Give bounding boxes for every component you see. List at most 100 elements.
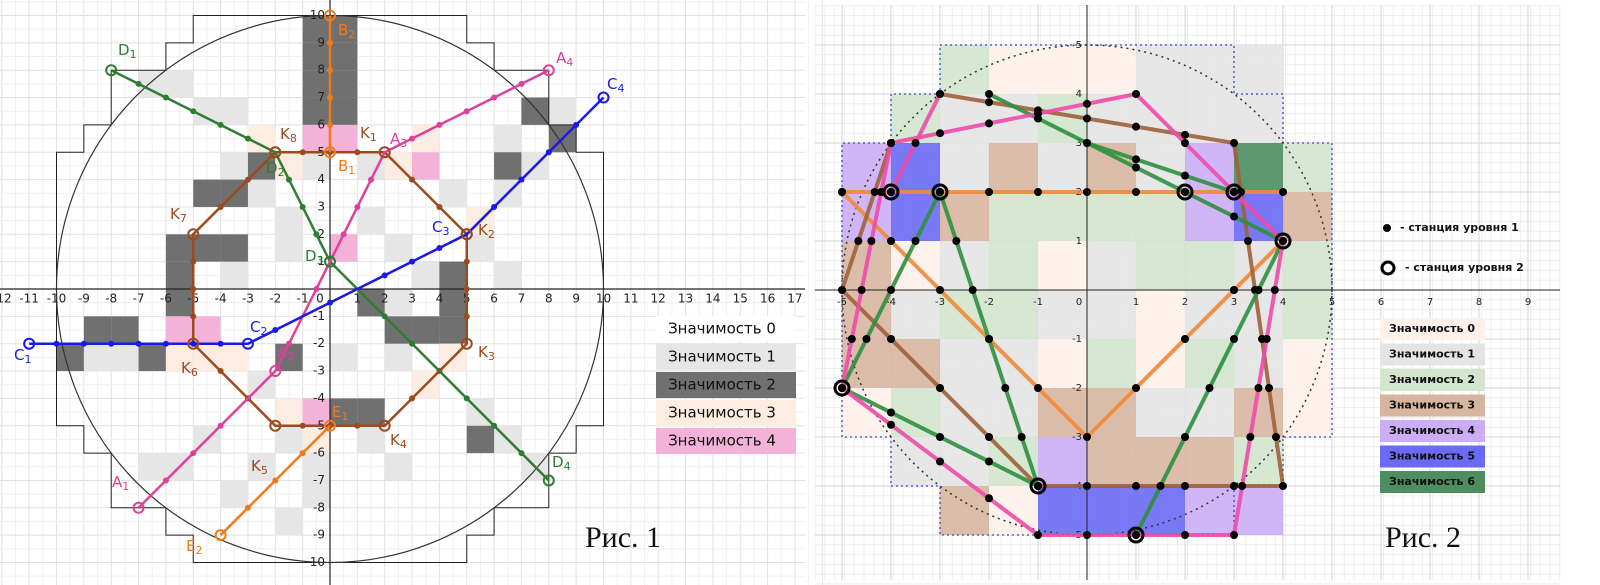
station (241, 337, 254, 350)
cell (330, 124, 358, 153)
cell (412, 152, 440, 180)
point-label: K2 (478, 221, 495, 242)
cell (193, 316, 221, 344)
cell (193, 97, 221, 125)
boundary (56, 15, 604, 563)
y-tick-label: 4 (1076, 89, 1082, 100)
route-dot (313, 231, 320, 238)
station-1 (1181, 335, 1189, 343)
legend-label: Значимость 2 (1389, 373, 1475, 386)
route-dot (285, 340, 292, 347)
y-tick-label: 2 (317, 227, 325, 241)
cell (1185, 45, 1234, 94)
cell (494, 261, 522, 289)
station-1 (1181, 188, 1189, 196)
station-1 (936, 384, 944, 392)
cell (302, 15, 330, 43)
point-sub: 2 (348, 28, 355, 41)
route-dot (244, 176, 251, 183)
station-1 (862, 335, 871, 343)
station-1 (1034, 188, 1042, 196)
point-sub: 2 (287, 350, 294, 363)
cell (111, 343, 139, 372)
cell (1038, 143, 1087, 192)
cell (1087, 339, 1136, 388)
route-dot (463, 395, 470, 402)
y-tick-label: 5 (1076, 40, 1082, 51)
station-1 (952, 237, 961, 245)
legend-swatch (656, 372, 796, 398)
cell (220, 234, 248, 262)
cell (83, 316, 112, 344)
station-1 (1132, 122, 1140, 131)
station-1 (985, 335, 993, 343)
station-1 (911, 139, 920, 147)
cell (384, 453, 413, 481)
cell (891, 143, 940, 192)
station (187, 228, 200, 241)
cell (1185, 437, 1234, 486)
route-dot (463, 313, 470, 320)
cell (1038, 339, 1087, 388)
cell (439, 261, 467, 289)
x-tick-label: -4 (886, 297, 896, 308)
station-1 (870, 188, 879, 196)
station-1 (1132, 482, 1140, 490)
x-tick-label: 9 (572, 292, 580, 306)
point-sub: 2 (278, 166, 285, 179)
cell (56, 343, 84, 372)
station-1 (936, 129, 944, 138)
station-1 (1132, 163, 1140, 172)
x-tick-label: -12 (0, 292, 12, 306)
station-2 (931, 183, 949, 201)
cell (1038, 45, 1087, 94)
y-tick-label: -3 (313, 364, 325, 378)
y-tick-label: 7 (317, 90, 325, 104)
legend-label: Значимость 4 (1389, 424, 1475, 437)
station (542, 474, 555, 487)
x-tick-label: -1 (1033, 297, 1043, 308)
x-tick-label: 6 (1378, 297, 1384, 308)
station (132, 501, 145, 514)
cell (330, 97, 358, 125)
legend-label: Значимость 6 (1389, 475, 1475, 488)
route-dot (409, 340, 416, 347)
station-1 (1265, 384, 1273, 392)
x-tick-label: 8 (1476, 297, 1482, 308)
station-1 (985, 457, 993, 466)
station-1 (1034, 482, 1042, 490)
station-1 (1254, 286, 1263, 294)
cell (1038, 437, 1087, 486)
x-tick-label: 0 (316, 292, 324, 306)
station-1 (1270, 286, 1279, 294)
route-dot (491, 94, 498, 101)
cell (302, 70, 330, 98)
station-2 (1176, 183, 1194, 201)
station-1 (1181, 531, 1189, 539)
cell (302, 124, 330, 153)
cell (165, 316, 194, 344)
point-letter: A (556, 49, 567, 67)
point-sub: 1 (370, 131, 377, 144)
route-dot (272, 477, 279, 484)
station (269, 419, 282, 432)
route-dot (491, 203, 498, 210)
legend-label: Значимость 3 (1389, 399, 1475, 412)
y-tick-label: 10 (310, 8, 325, 22)
cell (302, 152, 330, 180)
cell (412, 261, 440, 289)
x-tick-label: 4 (436, 292, 444, 306)
point-letter: E (186, 537, 195, 555)
point-label: E1 (332, 403, 348, 424)
x-tick-label: 4 (1280, 297, 1286, 308)
route (1086, 141, 1235, 194)
route-dot (162, 477, 169, 484)
station-1 (1083, 188, 1091, 196)
station-1 (1034, 384, 1042, 392)
point-label: K5 (251, 457, 268, 478)
x-tick-label: 14 (705, 292, 720, 306)
point-letter: K (478, 343, 489, 361)
y-tick-label: 3 (317, 199, 325, 213)
caption: Рис. 1 (585, 521, 661, 554)
cell (466, 425, 495, 454)
